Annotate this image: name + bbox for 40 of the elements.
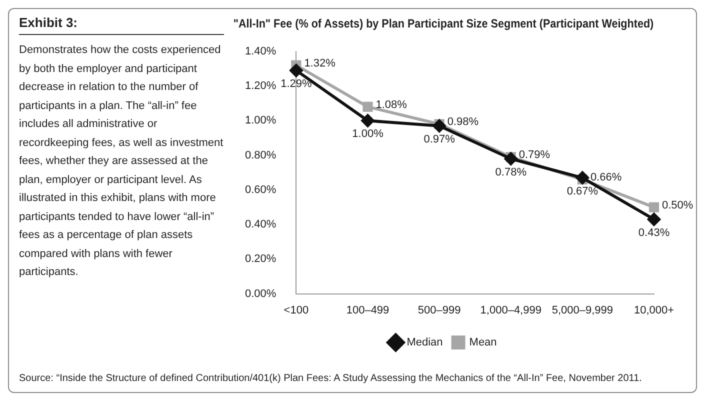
point [648, 202, 660, 212]
text: Exhibit 3: [19, 15, 224, 35]
point [432, 119, 446, 132]
legend-label: Mean [469, 336, 497, 349]
data-label: 0.66% [590, 172, 622, 184]
data-label: 1.32% [304, 57, 336, 70]
data-label: 0.98% [447, 116, 479, 128]
point [361, 114, 374, 128]
data-label: 0.50% [662, 199, 694, 212]
y-tick-label: 1.20% [244, 80, 276, 92]
y-tick-label: 0.60% [244, 184, 276, 196]
y-tick-label: 0.80% [244, 149, 276, 162]
point [648, 212, 660, 226]
y-tick-label: 1.40% [244, 45, 276, 58]
point [290, 64, 303, 77]
x-tick-label: <100 [284, 304, 309, 316]
point [504, 152, 518, 166]
data-label: 0.97% [424, 133, 456, 146]
point [576, 171, 589, 184]
data-label: 0.78% [495, 166, 527, 178]
point [362, 102, 373, 112]
legend-label: Median [406, 336, 443, 349]
x-tick-label: 100–499 [346, 304, 390, 316]
y-tick-label: 1.00% [244, 114, 276, 127]
data-label: 0.79% [518, 149, 550, 162]
data-label: 0.67% [566, 185, 598, 198]
y-tick-label: 0.40% [244, 218, 276, 231]
data-label: 1.29% [280, 78, 312, 90]
y-tick-label: 0.00% [244, 288, 276, 300]
data-label: 1.00% [352, 128, 384, 140]
data-label: 0.43% [638, 226, 670, 239]
x-tick-label: 10,000+ [634, 304, 674, 316]
x-tick-label: 5,000–9,999 [552, 304, 614, 316]
chart-title: "All-In" Fee (% of Assets) by Plan Participant Size Segment (Participant Weighted) [233, 18, 654, 31]
text: Demonstrates how the costs experienced by both the employer and participant decrease in relation to the number of participants in a plan. The “all-in” fee includes all administrative or recordkeeping fees, as well as investment fees, whether they are assessed at the plan, employer or participant level. As illustrated in this exhibit, plans with more participants tended to have lower “all-in” fees as a percentage of plan assets compared with plans with fewer participants. [19, 44, 224, 278]
data-label: 1.08% [376, 98, 408, 111]
x-tick-label: 500–999 [418, 304, 461, 316]
source-note: Source: “Inside the Structure of defined Contribution/401(k) Plan Fees: A Study Assessing the Mechanics of the “All-In” Fee, November 2011. [19, 373, 642, 384]
x-tick-label: 1,000–4,999 [480, 304, 542, 316]
y-tick-label: 0.20% [244, 253, 276, 266]
